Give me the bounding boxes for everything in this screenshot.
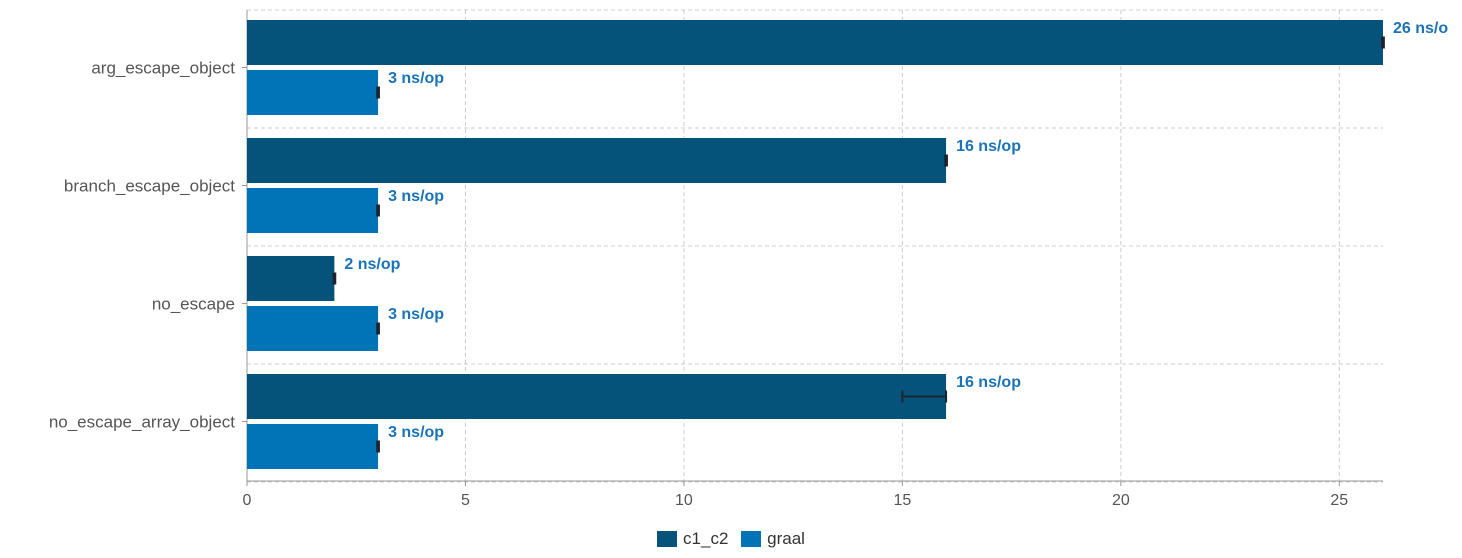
bar-c1-c2 [247, 138, 947, 183]
x-tick-label: 20 [1112, 492, 1130, 509]
x-tick-label: 15 [893, 492, 911, 509]
legend-label-c1-c2: c1_c2 [683, 529, 729, 548]
bar-graal [247, 70, 379, 115]
category-label: branch_escape_object [64, 177, 235, 196]
data-label: 3 ns/op [388, 188, 444, 205]
data-label: 3 ns/op [388, 424, 444, 441]
x-tick-label: 10 [675, 492, 693, 509]
data-label: 3 ns/op [388, 306, 444, 323]
legend-label-graal: graal [767, 529, 805, 548]
category-label: no_escape [152, 295, 235, 314]
bar-graal [247, 306, 379, 351]
bar-c1-c2 [247, 374, 947, 419]
data-label: 3 ns/op [388, 70, 444, 87]
data-label: 2 ns/op [344, 256, 400, 273]
legend-swatch-graal [741, 531, 762, 547]
bar-c1-c2 [247, 256, 335, 301]
legend-swatch-c1-c2 [657, 531, 678, 547]
x-tick-label: 5 [461, 492, 470, 509]
x-tick-label: 0 [243, 492, 252, 509]
legend: c1_c2 graal [0, 529, 1462, 552]
data-label: 26 ns/o [1393, 20, 1448, 37]
bar-c1-c2 [247, 20, 1383, 65]
bar-chart: 26 ns/o 3 ns/op arg_escape_object 16 ns/op 3… [49, 9, 1448, 509]
legend-item-c1-c2[interactable]: c1_c2 [657, 529, 728, 549]
x-tick-label: 25 [1330, 492, 1348, 509]
bar-graal [247, 188, 379, 233]
category-label: no_escape_array_object [49, 413, 235, 432]
data-label: 16 ns/op [956, 374, 1021, 391]
legend-item-graal[interactable]: graal [741, 529, 805, 549]
category-label: arg_escape_object [91, 59, 235, 78]
data-label: 16 ns/op [956, 138, 1021, 155]
bar-graal [247, 424, 379, 469]
